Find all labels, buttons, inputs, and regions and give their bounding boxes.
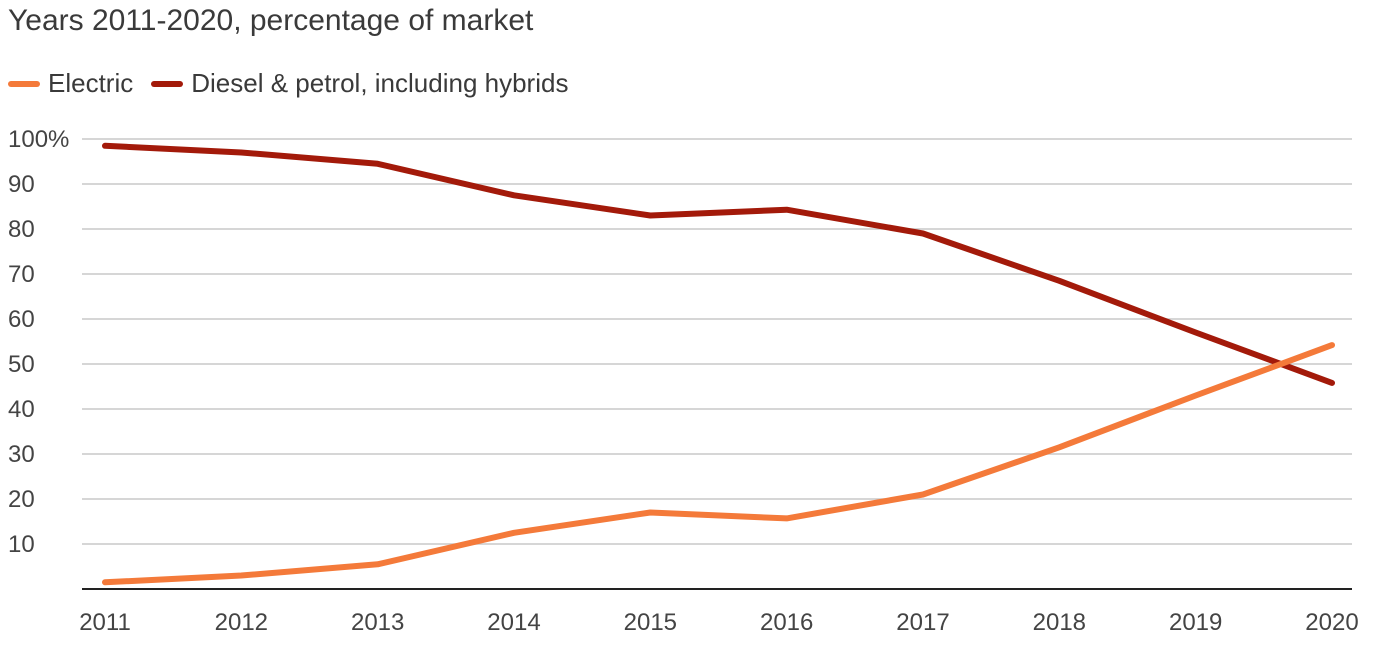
y-tick-label: 10 [8,531,35,558]
y-tick-label: 60 [8,306,35,333]
legend-item-diesel: Diesel & petrol, including hybrids [151,68,568,99]
x-tick-label: 2015 [624,609,677,636]
x-tick-label: 2020 [1305,609,1358,636]
legend-label-diesel: Diesel & petrol, including hybrids [191,68,569,98]
x-tick-label: 2018 [1033,609,1086,636]
x-tick-label: 2017 [896,609,949,636]
chart-subtitle: Years 2011-2020, percentage of market [8,4,534,37]
y-tick-label: 80 [8,216,35,243]
x-tick-label: 2014 [487,609,540,636]
legend-swatch-electric [8,80,40,87]
y-tick-label: 50 [8,351,35,378]
y-tick-label: 30 [8,441,35,468]
series-line-electric [102,342,1335,586]
legend-swatch-diesel [151,80,184,87]
legend-label-electric: Electric [48,68,134,98]
series-line-diesel [102,142,1335,386]
y-tick-label: 100% [8,126,69,153]
x-tick-label: 2019 [1169,609,1222,636]
y-tick-label: 70 [8,261,35,288]
legend-item-electric: Electric [8,68,133,99]
y-tick-label: 40 [8,396,35,423]
legend: Electric Diesel & petrol, including hybr… [8,68,586,99]
y-tick-label: 20 [8,486,35,513]
x-tick-label: 2012 [215,609,268,636]
x-tick-label: 2013 [351,609,404,636]
x-tick-label: 2011 [79,609,131,636]
y-tick-label: 90 [8,171,35,198]
x-tick-label: 2016 [760,609,813,636]
